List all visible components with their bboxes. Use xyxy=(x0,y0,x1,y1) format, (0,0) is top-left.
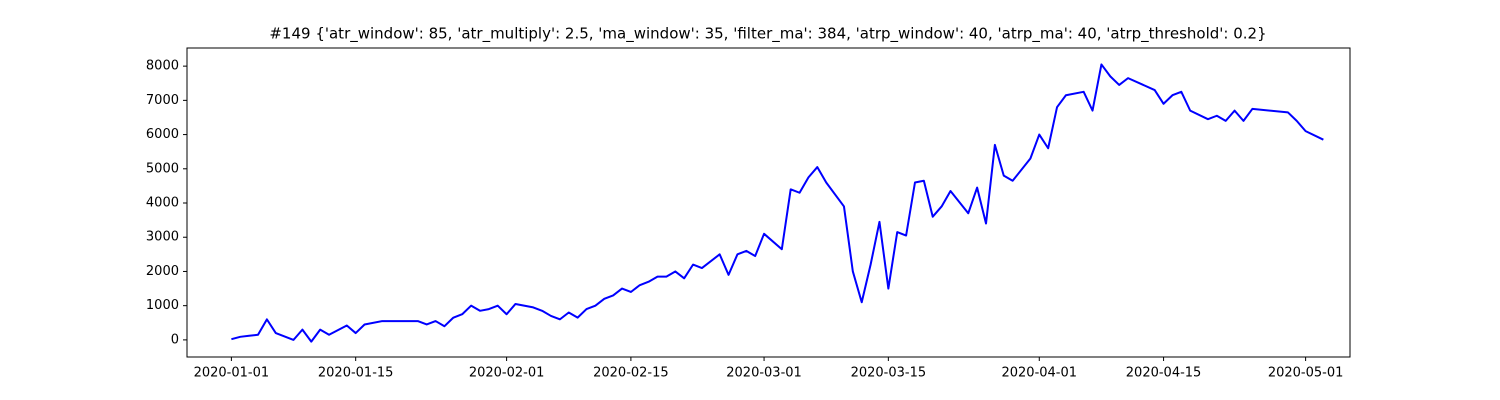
y-tick-label: 3000 xyxy=(146,230,179,245)
x-tick-label: 2020-01-01 xyxy=(194,366,270,381)
y-tick-label: 7000 xyxy=(146,93,179,108)
y-tick-label: 5000 xyxy=(146,161,179,176)
y-tick-label: 1000 xyxy=(146,298,179,313)
x-tick-label: 2020-01-15 xyxy=(318,366,394,381)
x-tick-label: 2020-04-15 xyxy=(1126,366,1202,381)
y-tick-label: 8000 xyxy=(146,59,179,74)
x-tick-label: 2020-04-01 xyxy=(1001,366,1077,381)
y-tick-label: 2000 xyxy=(146,264,179,279)
y-tick-label: 4000 xyxy=(146,196,179,211)
y-tick-label: 6000 xyxy=(146,127,179,142)
x-tick-label: 2020-05-01 xyxy=(1268,366,1344,381)
x-tick-label: 2020-02-01 xyxy=(469,366,545,381)
data-line xyxy=(231,63,1324,343)
x-tick-label: 2020-03-15 xyxy=(851,366,927,381)
x-tick-label: 2020-03-01 xyxy=(726,366,802,381)
x-tick-label: 2020-02-15 xyxy=(593,366,669,381)
plot-frame xyxy=(186,47,1351,358)
chart-title: #149 {'atr_window': 85, 'atr_multiply': … xyxy=(269,25,1266,44)
y-tick-label: 0 xyxy=(171,332,179,347)
